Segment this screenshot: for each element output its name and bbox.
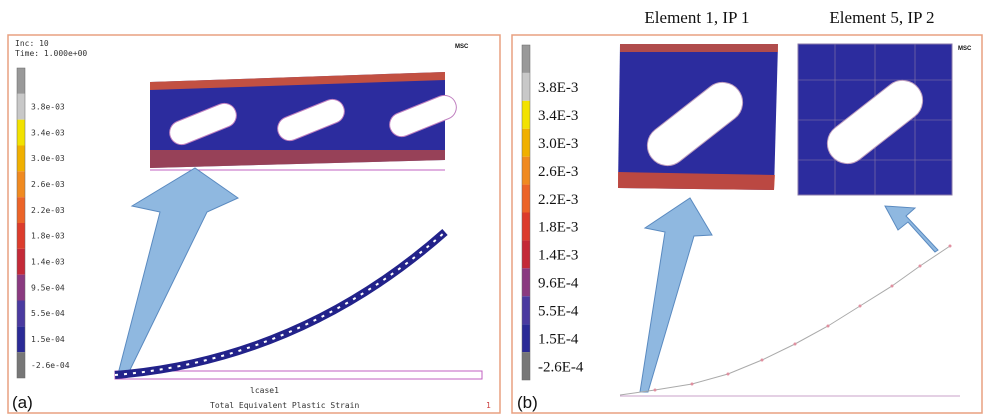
legend-swatch: [17, 68, 25, 94]
legend-label: -2.6e-04: [31, 361, 70, 370]
legend-label: -2.6E-4: [538, 359, 584, 375]
legend-swatch: [522, 352, 530, 380]
legend-label: 3.8e-03: [31, 103, 65, 112]
legend-label: 1.4e-03: [31, 258, 65, 267]
legend-swatch: [522, 268, 530, 296]
legend-label: 2.2E-3: [538, 192, 578, 208]
inset-b1: [618, 44, 778, 190]
panel-tag: (b): [517, 393, 538, 412]
panel-tag: (a): [12, 393, 33, 412]
legend-label: 3.8E-3: [538, 80, 578, 96]
legend-swatch: [17, 301, 25, 327]
legend-swatch: [522, 45, 530, 73]
legend-swatch: [522, 73, 530, 101]
legend-label: 5.5E-4: [538, 303, 579, 319]
legend-label: 3.4E-3: [538, 108, 578, 124]
legend-label: 3.0E-3: [538, 136, 578, 152]
page-number: 1: [486, 401, 491, 410]
legend-swatch: [17, 249, 25, 275]
inset-a: [150, 72, 460, 170]
title: Element 5, IP 2: [829, 8, 934, 27]
legend-label: 9.5e-04: [31, 283, 65, 292]
legend-label: 9.6E-4: [538, 276, 579, 292]
legend-swatch: [522, 296, 530, 324]
legend-swatch: [17, 171, 25, 197]
legend-swatch: [522, 324, 530, 352]
legend-swatch: [17, 120, 25, 146]
legend-swatch: [522, 157, 530, 185]
legend-swatch: [17, 197, 25, 223]
caption: Total Equivalent Plastic Strain: [210, 401, 359, 410]
inset-b2: [798, 44, 952, 195]
time-label: Time: 1.000e+00: [15, 49, 87, 58]
legend-swatch: [17, 146, 25, 172]
legend-swatch: [522, 129, 530, 157]
legend-swatch: [522, 101, 530, 129]
legend-swatch: [522, 240, 530, 268]
inc-label: Inc: 10: [15, 39, 49, 48]
legend-label: 1.4E-3: [538, 248, 578, 264]
legend-swatch: [17, 94, 25, 120]
legend-label: 1.5E-4: [538, 331, 579, 347]
legend-swatch: [17, 275, 25, 301]
legend-swatch: [17, 223, 25, 249]
legend-swatch: [17, 326, 25, 352]
legend-label: 3.4e-03: [31, 128, 65, 137]
logo: MSC: [455, 44, 469, 50]
legend-label: 3.0e-03: [31, 154, 65, 163]
legend-label: 5.5e-04: [31, 309, 65, 318]
title: Element 1, IP 1: [644, 8, 749, 27]
legend-label: 2.6e-03: [31, 180, 65, 189]
legend-label: 1.8E-3: [538, 220, 578, 236]
figure: Inc: 10 Time: 1.000e+00 MSC lcase1 Total…: [0, 0, 984, 420]
legend-swatch: [17, 352, 25, 378]
case-label: lcase1: [250, 386, 279, 395]
legend-label: 1.8e-03: [31, 232, 65, 241]
legend-label: 1.5e-04: [31, 335, 65, 344]
logo: MSC: [958, 46, 972, 52]
legend-swatch: [522, 185, 530, 213]
legend-label: 2.2e-03: [31, 206, 65, 215]
legend-label: 2.6E-3: [538, 164, 578, 180]
legend-swatch: [522, 213, 530, 241]
